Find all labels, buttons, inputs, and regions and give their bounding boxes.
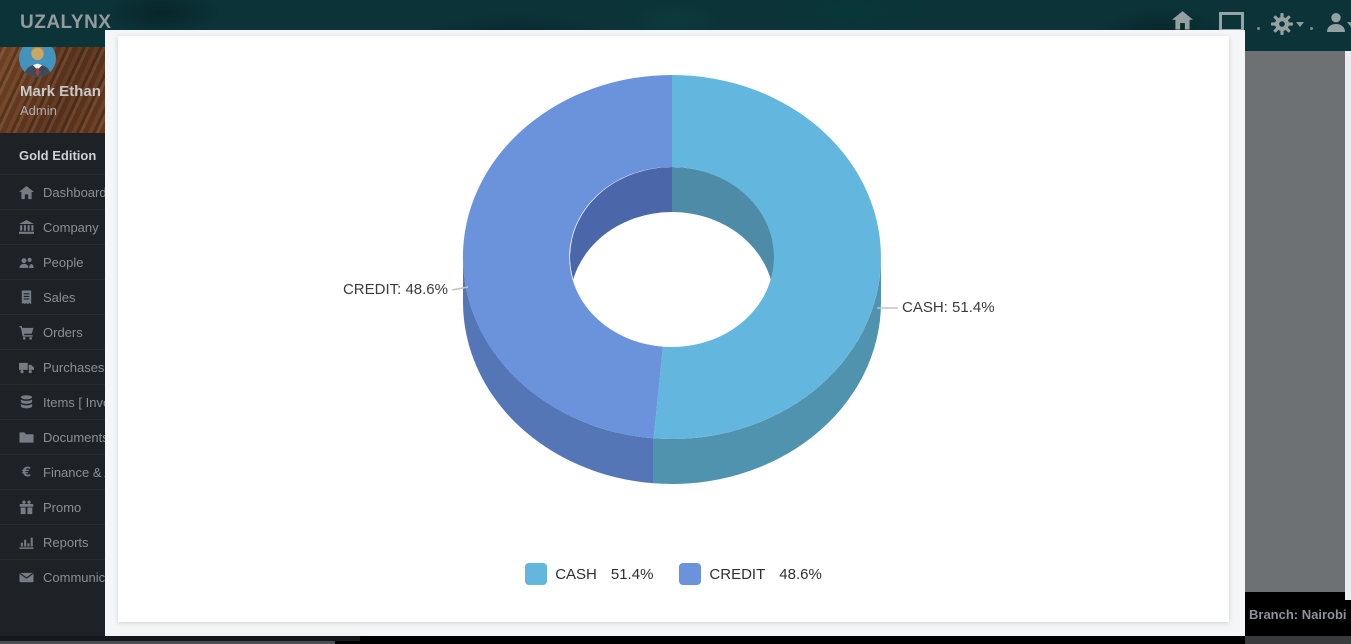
sidebar-item-label: People xyxy=(43,254,84,270)
legend-item-cash[interactable]: CASH 51.4% xyxy=(525,563,653,585)
sidebar-menu: Gold Edition Dashboard Company People Sa… xyxy=(0,133,105,637)
branch-status: Branch: Nairobi xyxy=(1245,592,1351,636)
bar-chart-icon xyxy=(19,535,34,550)
sidebar-item-label: Promo xyxy=(43,499,82,515)
sidebar-item-finance[interactable]: € Finance & A xyxy=(0,454,105,489)
bottom-bar-segment xyxy=(1245,636,1351,644)
gear-icon[interactable] xyxy=(1271,13,1293,35)
cart-icon xyxy=(19,325,34,340)
legend-label: CASH xyxy=(555,565,597,583)
pie-hole xyxy=(570,212,774,347)
sidebar-item-label: Reports xyxy=(43,534,89,550)
sidebar-item-label: Sales xyxy=(43,289,76,305)
legend-item-credit[interactable]: CREDIT 48.6% xyxy=(679,563,822,585)
sidebar-item-company[interactable]: Company xyxy=(0,209,105,244)
app-logo[interactable]: UZALYNX xyxy=(20,12,112,33)
truck-icon xyxy=(19,360,34,375)
users-icon xyxy=(19,255,34,270)
user-role: Admin xyxy=(20,103,57,118)
separator-dot xyxy=(1257,27,1260,30)
user-icon[interactable] xyxy=(1326,12,1346,32)
sidebar-item-sales[interactable]: Sales xyxy=(0,279,105,314)
chart-legend: CASH 51.4% CREDIT 48.6% xyxy=(118,563,1229,585)
avatar[interactable] xyxy=(19,47,56,77)
bottom-edge-bar xyxy=(0,636,1351,644)
sidebar-item-documents[interactable]: Documents xyxy=(0,419,105,454)
top-navbar: UZALYNX xyxy=(0,0,1351,51)
sidebar-item-label: Communica xyxy=(43,569,105,585)
gear-caret-icon xyxy=(1296,22,1304,27)
sidebar-item-people[interactable]: People xyxy=(0,244,105,279)
legend-value: 48.6% xyxy=(779,565,822,583)
sidebar-item-reports[interactable]: Reports xyxy=(0,524,105,559)
sidebar-item-dashboard[interactable]: Dashboard xyxy=(0,174,105,209)
sidebar-item-purchases[interactable]: Purchases xyxy=(0,349,105,384)
sidebar-item-items-inventory[interactable]: Items [ Inve xyxy=(0,384,105,419)
edition-label: Gold Edition xyxy=(19,148,97,163)
database-icon xyxy=(19,394,34,410)
user-name: Mark Ethan xyxy=(20,83,101,100)
home-icon xyxy=(19,185,34,200)
sidebar-item-label: Finance & A xyxy=(43,464,105,480)
sidebar-item-label: Documents xyxy=(43,429,105,445)
sidebar-item-label: Orders xyxy=(43,324,83,340)
pie-slice-cash[interactable] xyxy=(653,75,881,440)
bottom-bar-segment xyxy=(0,641,335,644)
credit-callout-line xyxy=(451,286,469,291)
cash-callout-label: CASH: 51.4% xyxy=(902,299,995,316)
svg-text:€: € xyxy=(21,465,31,479)
donut-chart xyxy=(451,74,898,485)
credit-callout-label: CREDIT: 48.6% xyxy=(342,281,448,298)
chart-modal: CREDIT: 48.6% CASH: 51.4% CASH 51.4% CRE… xyxy=(118,36,1229,622)
euro-icon: € xyxy=(19,465,34,479)
sidebar-item-communication[interactable]: Communica xyxy=(0,559,105,594)
pie-slice-cash-side xyxy=(653,257,881,485)
sidebar: Mark Ethan Admin Gold Edition Dashboard … xyxy=(0,47,105,637)
credit-swatch-icon xyxy=(679,563,702,585)
gift-icon xyxy=(19,499,34,515)
window-icon[interactable] xyxy=(1219,12,1244,32)
user-caret-icon xyxy=(1347,22,1351,27)
pie-slice-credit-side xyxy=(463,257,654,484)
page-overlay xyxy=(1245,51,1345,592)
legend-value: 51.4% xyxy=(610,565,654,583)
receipt-icon xyxy=(19,289,34,305)
sidebar-item-label: Company xyxy=(43,219,99,235)
folder-icon xyxy=(19,430,34,445)
scrollbar-track[interactable] xyxy=(1345,51,1351,600)
sidebar-profile: Mark Ethan Admin xyxy=(0,47,105,133)
separator-dot xyxy=(1310,27,1313,30)
legend-label: CREDIT xyxy=(709,565,766,583)
bottom-bar-segment xyxy=(0,636,360,641)
sidebar-item-promo[interactable]: Promo xyxy=(0,489,105,524)
branch-label: Branch: Nairobi xyxy=(1249,606,1347,622)
mail-icon xyxy=(19,570,34,585)
cash-swatch-icon xyxy=(525,563,548,585)
bank-icon xyxy=(19,219,34,235)
pie-slice-credit[interactable] xyxy=(462,74,672,439)
sidebar-item-label: Purchases xyxy=(43,359,105,375)
sidebar-item-label: Dashboard xyxy=(43,184,105,200)
sidebar-item-label: Items [ Inve xyxy=(43,394,105,410)
home-icon[interactable] xyxy=(1172,11,1193,31)
sidebar-item-orders[interactable]: Orders xyxy=(0,314,105,349)
